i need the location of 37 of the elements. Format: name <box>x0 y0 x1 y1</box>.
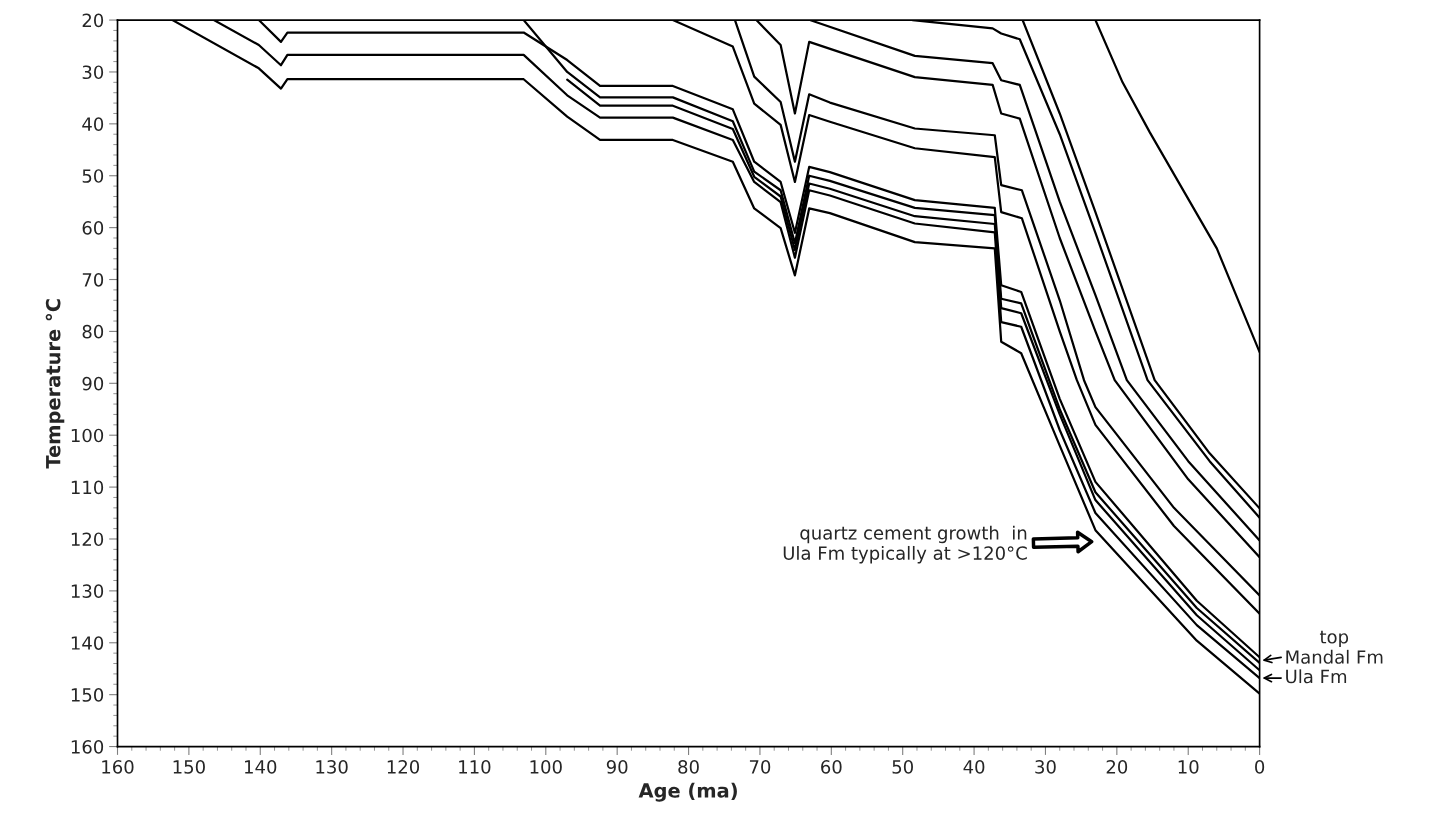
y-tick-label: 110 <box>71 480 104 495</box>
y-tick-label: 130 <box>71 584 104 598</box>
y-tick-label: 60 <box>82 221 104 235</box>
x-tick-label: 110 <box>459 760 491 774</box>
x-tick-label: 10 <box>1178 760 1199 774</box>
y-tick-label: 20 <box>82 13 104 28</box>
x-tick-label: 140 <box>245 760 277 774</box>
x-tick-label: 70 <box>749 760 771 774</box>
y-tick-label: 80 <box>82 324 104 339</box>
x-tick-label: 50 <box>892 760 913 774</box>
y-tick-label: 120 <box>71 532 104 547</box>
y-tick-label: 160 <box>71 740 104 754</box>
x-tick-label: 100 <box>530 760 562 774</box>
x-tick-label: 120 <box>387 760 420 774</box>
y-tick-label: 70 <box>82 272 104 287</box>
x-tick-label: 60 <box>821 760 842 774</box>
y-tick-label: 90 <box>82 376 104 391</box>
y-tick-label: 100 <box>71 428 104 443</box>
x-tick-label: 40 <box>963 760 985 774</box>
y-axis-title: Temperature °C <box>45 299 65 469</box>
y-tick-label: 40 <box>82 117 104 131</box>
x-tick-label: 80 <box>678 760 699 774</box>
annotation: Ula Fm <box>1286 669 1347 684</box>
y-tick-label: 30 <box>82 65 104 80</box>
x-axis-title: Age (ma) <box>638 782 737 802</box>
annotation: top Mandal Fm <box>1286 630 1383 664</box>
x-tick-label: 0 <box>1255 760 1265 774</box>
y-tick-label: 50 <box>82 169 104 183</box>
x-tick-label: 130 <box>316 760 348 774</box>
y-tick-label: 140 <box>71 636 104 650</box>
x-tick-label: 150 <box>173 760 205 774</box>
x-tick-label: 160 <box>102 760 134 774</box>
x-tick-label: 90 <box>606 760 628 774</box>
x-tick-label: 30 <box>1035 760 1056 774</box>
x-tick-label: 20 <box>1106 760 1128 774</box>
annotation: quartz cement growth in Ula Fm typically at >120°C <box>783 525 1027 564</box>
y-tick-label: 150 <box>71 688 104 702</box>
